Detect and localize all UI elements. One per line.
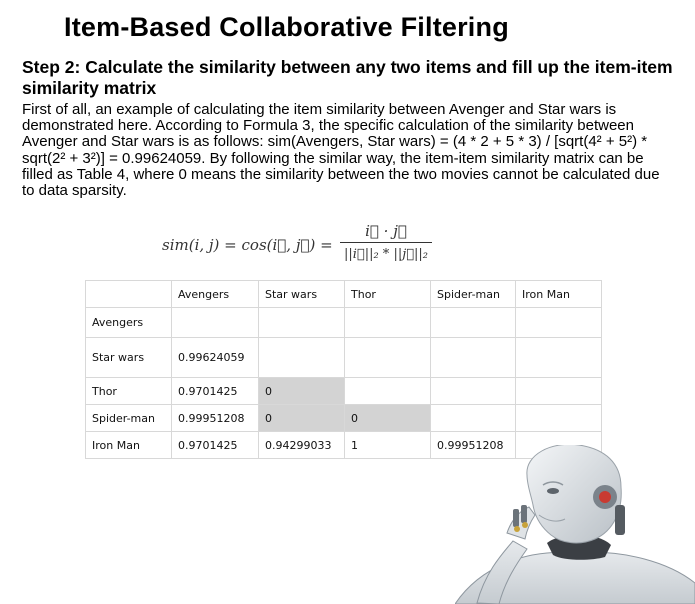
step-heading: Step 2: Calculate the similarity between… xyxy=(22,57,673,98)
table-cell xyxy=(344,337,431,378)
fraction-bar xyxy=(340,242,432,243)
table-cell xyxy=(515,337,602,378)
formula-numerator: i⃗ · j⃗ xyxy=(365,222,407,240)
table-cell: Spider-man xyxy=(85,404,172,432)
description-paragraph: First of all, an example of calculating … xyxy=(22,101,660,200)
table-cell xyxy=(258,337,345,378)
table-cell xyxy=(430,307,516,338)
table-header-cell: Star wars xyxy=(258,280,345,308)
thinking-robot-illustration xyxy=(455,445,695,604)
table-cell xyxy=(258,307,345,338)
table-cell xyxy=(515,377,602,405)
table-cell xyxy=(430,377,516,405)
table-header-cell: Thor xyxy=(344,280,431,308)
similarity-matrix-table: Avengers Star wars Thor Spider-man Iron … xyxy=(85,280,602,459)
cosine-similarity-formula: sim(i, j) = cos(i⃗, j⃗) = i⃗ · j⃗ ||i⃗||… xyxy=(162,220,442,276)
table-row: Thor 0.9701425 0 xyxy=(85,377,602,405)
table-cell: 0.99951208 xyxy=(430,431,516,459)
table-cell: 0.94299033 xyxy=(258,431,345,459)
table-cell: 0.99951208 xyxy=(171,404,259,432)
table-cell xyxy=(430,404,516,432)
formula-denominator: ||i⃗||₂ * ||j⃗||₂ xyxy=(343,247,429,262)
table-cell: 0 xyxy=(344,404,431,432)
table-cell: 0.9701425 xyxy=(171,377,259,405)
table-cell: Star wars xyxy=(85,337,172,378)
table-cell: Iron Man xyxy=(85,431,172,459)
table-cell xyxy=(515,404,602,432)
table-cell: 0.99624059 xyxy=(171,337,259,378)
table-cell xyxy=(344,377,431,405)
table-row: Avengers xyxy=(85,307,602,338)
table-row: Star wars 0.99624059 xyxy=(85,337,602,378)
table-cell: 0.9701425 xyxy=(171,431,259,459)
table-row: Iron Man 0.9701425 0.94299033 1 0.999512… xyxy=(85,431,602,459)
table-header-row: Avengers Star wars Thor Spider-man Iron … xyxy=(85,280,602,308)
table-header-cell xyxy=(85,280,172,308)
table-cell: Avengers xyxy=(85,307,172,338)
table-row: Spider-man 0.99951208 0 0 xyxy=(85,404,602,432)
table-cell: 1 xyxy=(344,431,431,459)
table-header-cell: Spider-man xyxy=(430,280,516,308)
table-header-cell: Iron Man xyxy=(515,280,602,308)
table-cell xyxy=(171,307,259,338)
table-cell xyxy=(430,337,516,378)
table-cell xyxy=(344,307,431,338)
page-title: Item-Based Collaborative Filtering xyxy=(64,12,509,42)
table-cell: 0 xyxy=(258,377,345,405)
table-header-cell: Avengers xyxy=(171,280,259,308)
table-cell: Thor xyxy=(85,377,172,405)
table-cell: 0 xyxy=(258,404,345,432)
table-cell xyxy=(515,307,602,338)
formula-lhs: sim(i, j) = cos(i⃗, j⃗) = xyxy=(162,236,333,254)
formula-fraction: i⃗ · j⃗ ||i⃗||₂ * ||j⃗||₂ xyxy=(340,220,432,265)
